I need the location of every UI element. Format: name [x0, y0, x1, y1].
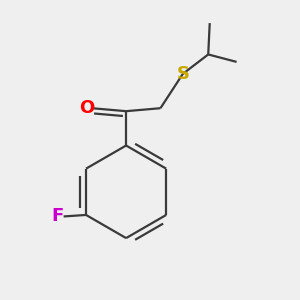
Text: S: S: [176, 65, 189, 83]
Text: F: F: [51, 207, 63, 225]
Text: O: O: [79, 99, 94, 117]
